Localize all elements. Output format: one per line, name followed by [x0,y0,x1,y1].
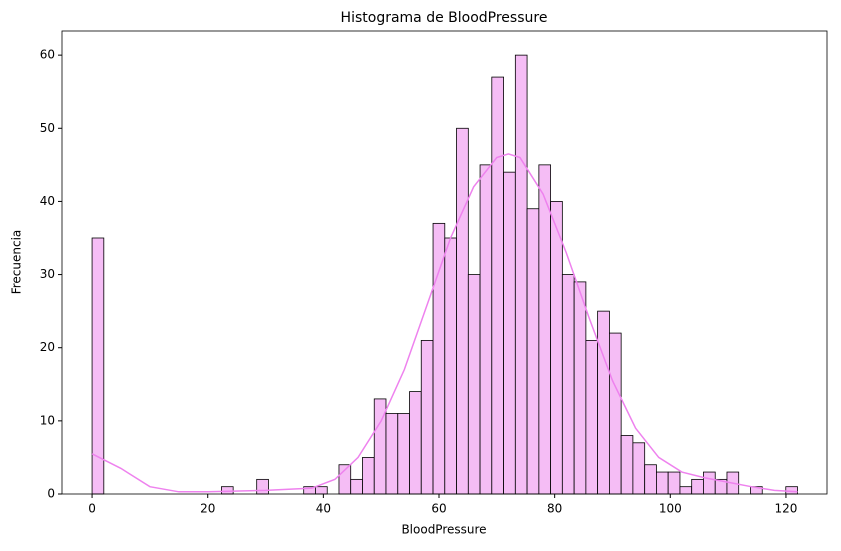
y-tick-label: 0 [47,487,55,501]
bar [491,76,504,495]
y-tick-label: 40 [40,194,55,208]
y-axis-label: Frecuencia [10,230,24,295]
x-tick-label: 20 [200,502,215,516]
bar [691,478,704,495]
bar [597,310,610,495]
bar [397,413,410,495]
y-tick-label: 20 [40,340,55,354]
bar [667,471,681,495]
x-tick-label: 100 [659,502,682,516]
bar [409,391,422,495]
x-tick-label: 60 [431,502,446,516]
bar [315,486,328,495]
bar [479,164,493,495]
bar [573,281,587,495]
bar [585,339,599,495]
bar [679,486,693,495]
y-tick-label: 50 [40,121,55,135]
bar [538,164,552,495]
y-tick-label: 60 [40,48,55,62]
y-tick-label: 30 [40,267,55,281]
bar [609,332,622,495]
bar [561,274,575,495]
bar [632,442,646,495]
bar [432,222,446,495]
bar [514,54,528,495]
bar [503,171,516,495]
y-tick-label: 10 [40,413,55,427]
chart-title: Histograma de BloodPressure [341,10,548,26]
bar [644,464,657,495]
bar [456,127,469,495]
bar [256,478,269,495]
bar [362,457,375,495]
bar [785,486,798,495]
bar [526,208,540,495]
bar [444,237,457,495]
bar [350,478,363,495]
plot-frame [61,30,828,495]
bar [221,486,234,495]
x-tick-label: 80 [547,502,562,516]
kde-line [91,153,798,493]
bar [420,339,434,495]
bar [91,237,105,495]
bar [550,201,563,495]
x-tick-label: 120 [774,502,797,516]
x-tick-label: 0 [88,502,96,516]
bar [385,413,399,495]
bar [620,435,634,495]
bar [703,471,716,495]
x-axis-label: BloodPressure [401,523,486,537]
bar [656,471,669,495]
x-tick-label: 40 [316,502,331,516]
bar [467,274,481,495]
